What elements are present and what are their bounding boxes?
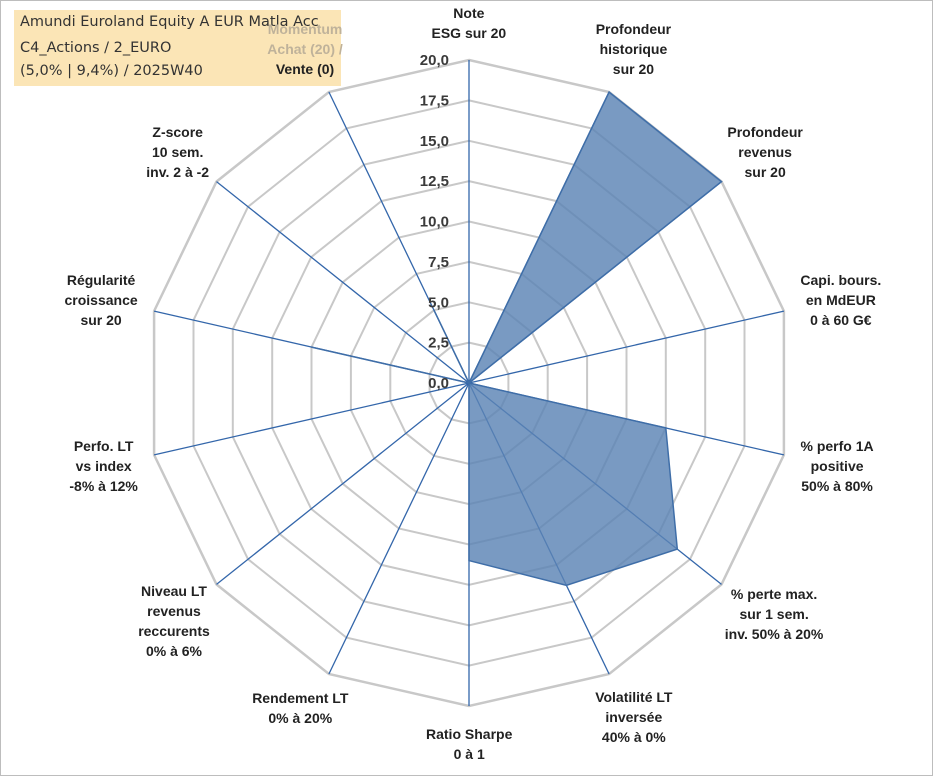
radial-tick-label: 15,0	[420, 133, 449, 150]
chart-title-box: Amundi Euroland Equity A EUR Matla Acc C…	[14, 10, 341, 86]
axis-label: Profondeur revenus sur 20	[727, 123, 803, 180]
radial-tick-label: 0,0	[428, 375, 449, 392]
chart-subtitle-category: C4_Actions / 2_EURO	[20, 40, 172, 56]
radial-tick-label: 5,0	[428, 294, 449, 311]
axis-label: Rendement LT 0% à 20%	[252, 690, 349, 727]
axis-label: Momentum Achat (20) / Vente (0)	[267, 20, 343, 77]
chart-subtitle-period: (5,0% | 9,4%) / 2025W40	[20, 63, 203, 79]
radial-tick-label: 17,5	[420, 92, 449, 109]
radial-tick-label: 2,5	[428, 335, 449, 352]
axis-label: Capi. bours. en MdEUR 0 à 60 G€	[800, 272, 882, 329]
axis-label: Niveau LT revenus reccurents 0% à 6%	[138, 582, 210, 659]
radial-tick-label: 7,5	[428, 254, 449, 271]
axis-label: Profondeur historique sur 20	[595, 20, 672, 77]
axis-spoke	[328, 382, 470, 675]
radial-tick-label: 20,0	[420, 52, 449, 69]
axis-label: % perte max. sur 1 sem. inv. 50% à 20%	[724, 586, 824, 643]
axis-spoke	[468, 310, 785, 384]
axis-spoke	[216, 382, 470, 585]
radial-tick-label: 12,5	[420, 173, 449, 190]
axis-label: % perfo 1A positive 50% à 80%	[800, 437, 874, 494]
series-area	[311, 90, 723, 587]
axis-spoke	[153, 382, 470, 456]
axis-spoke	[216, 181, 470, 384]
axis-label: Z-score 10 sem. inv. 2 à -2	[146, 123, 210, 180]
chart-title: Amundi Euroland Equity A EUR Matla Acc	[20, 14, 319, 30]
axis-label: Régularité croissance sur 20	[64, 272, 138, 329]
axis-label: Volatilité LT inversée 40% à 0%	[595, 689, 673, 746]
radial-tick-label: 10,0	[420, 214, 449, 231]
axis-label: Perfo. LT vs index -8% à 12%	[69, 437, 138, 494]
axis-label: Ratio Sharpe 0 à 1	[426, 726, 513, 762]
axis-label: Note ESG sur 20	[431, 5, 507, 41]
